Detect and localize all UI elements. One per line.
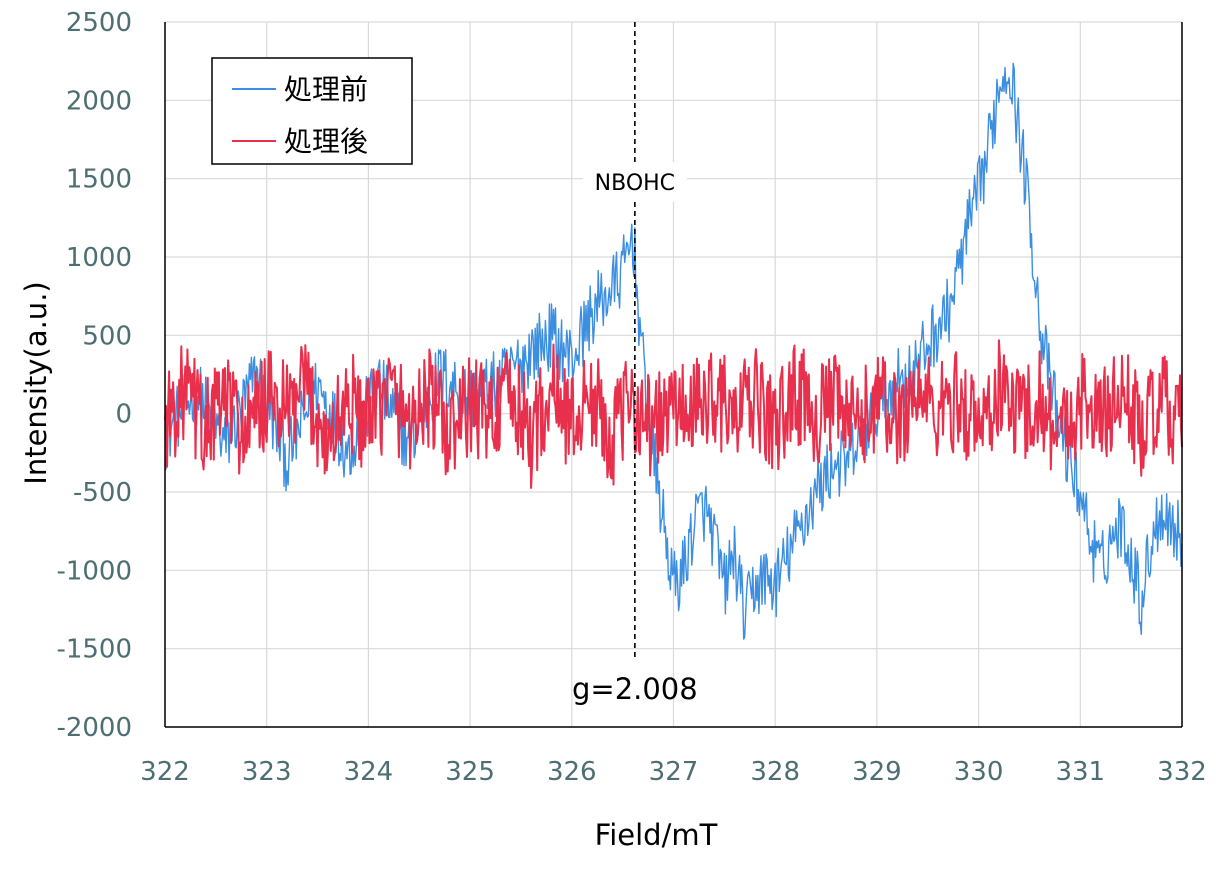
nbohc-label: NBOHC (595, 171, 675, 196)
y-tick-label: 2500 (66, 8, 132, 38)
legend-box (211, 57, 413, 165)
x-tick-label: 327 (649, 757, 699, 787)
y-tick-label: -1000 (56, 556, 132, 586)
y-tick-label: 2000 (66, 86, 132, 116)
x-tick-label: 325 (445, 757, 495, 787)
series-layer (164, 62, 1183, 640)
x-tick-label: 332 (1157, 757, 1207, 787)
series-line-before-treatment (164, 62, 1183, 640)
legend-label: 処理後 (284, 125, 368, 158)
y-tick-label: 0 (115, 400, 132, 430)
x-tick-label: 331 (1055, 757, 1105, 787)
y-axis-title: Intensity(a.u.) (19, 281, 53, 484)
series-line-after-treatment (164, 339, 1183, 489)
legend-label: 処理前 (284, 73, 368, 106)
y-tick-label: 1000 (66, 243, 132, 273)
annotation-layer: NBOHC g=2.008 (572, 22, 698, 706)
x-tick-label: 329 (852, 757, 902, 787)
x-tick-label: 330 (954, 757, 1004, 787)
g-value-label: g=2.008 (572, 672, 698, 706)
x-tick-label: 326 (547, 757, 597, 787)
x-axis-title: Field/mT (595, 818, 718, 852)
x-tick-label: 324 (344, 757, 394, 787)
y-tick-label: -500 (73, 478, 132, 508)
y-tick-label: -1500 (56, 635, 132, 665)
x-tick-label: 323 (242, 757, 292, 787)
axis-layer: 2500 2000 1500 1000 500 0 -500 -1000 -1500 -2000 3… (19, 8, 1207, 852)
x-tick-label: 322 (140, 757, 190, 787)
y-tick-label: 1500 (66, 165, 132, 195)
nbohc-label-background (582, 162, 687, 202)
x-tick-label: 328 (750, 757, 800, 787)
y-tick-label: 500 (82, 321, 132, 351)
y-tick-label: -2000 (56, 713, 132, 743)
